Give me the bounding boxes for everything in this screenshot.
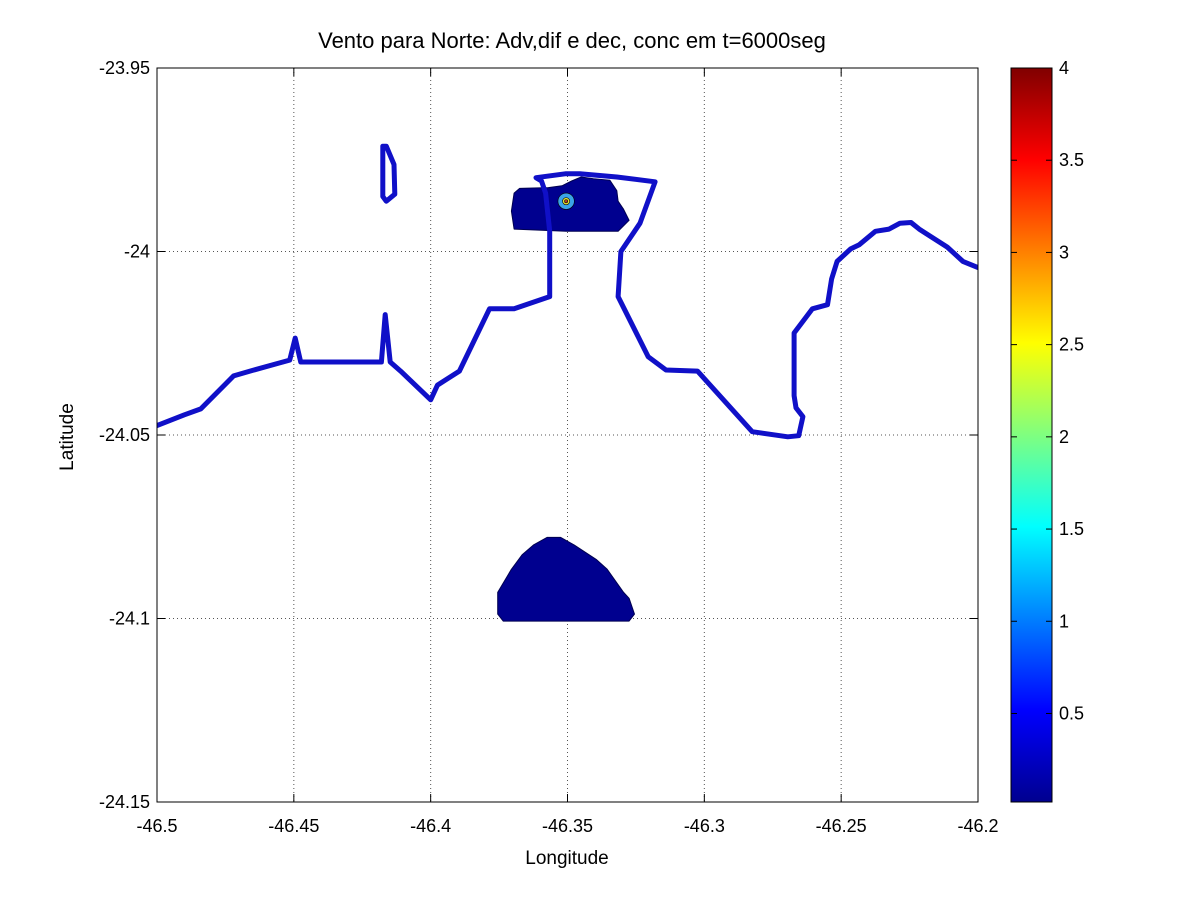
colorbar-tick-label: 2.5 <box>1059 335 1084 355</box>
island-outline <box>380 143 398 204</box>
coastline <box>157 171 978 440</box>
plume-region <box>497 536 635 622</box>
y-tick-label: -24.05 <box>99 425 150 445</box>
map-layer <box>157 143 978 622</box>
colorbar-tick-label: 0.5 <box>1059 703 1084 723</box>
colorbar-tick-label: 3 <box>1059 242 1069 262</box>
x-tick-label: -46.3 <box>684 816 725 836</box>
axis-ticks: -46.5 -46.45 -46.4 -46.35 -46.3 -46.25 -46.2 -2… <box>99 58 999 836</box>
colorbar-tick-label: 1 <box>1059 611 1069 631</box>
x-tick-label: -46.25 <box>816 816 867 836</box>
source-contour-2 <box>564 199 569 204</box>
colorbar-ticks: 0.5 1 1.5 2 2.5 3 3.5 4 <box>1011 58 1084 723</box>
x-tick-label: -46.4 <box>410 816 451 836</box>
y-tick-label: -24 <box>124 242 150 262</box>
colorbar <box>1010 67 1053 803</box>
x-tick-label: -46.5 <box>136 816 177 836</box>
x-tick-label: -46.35 <box>542 816 593 836</box>
grid-lines <box>157 68 978 802</box>
colorbar-tick-label: 2 <box>1059 427 1069 447</box>
colorbar-tick-label: 1.5 <box>1059 519 1084 539</box>
colorbar-tick-label: 4 <box>1059 58 1069 78</box>
x-tick-label: -46.45 <box>268 816 319 836</box>
y-tick-label: -23.95 <box>99 58 150 78</box>
y-axis-title: Latitude <box>57 403 78 471</box>
y-tick-label: -24.1 <box>109 609 150 629</box>
plot-frame <box>156 67 979 803</box>
y-tick-label: -24.15 <box>99 792 150 812</box>
x-tick-label: -46.2 <box>957 816 998 836</box>
chart-title: Vento para Norte: Adv,dif e dec, conc em… <box>318 28 826 53</box>
x-axis-title: Longitude <box>525 848 608 869</box>
colorbar-tick-label: 3.5 <box>1059 150 1084 170</box>
